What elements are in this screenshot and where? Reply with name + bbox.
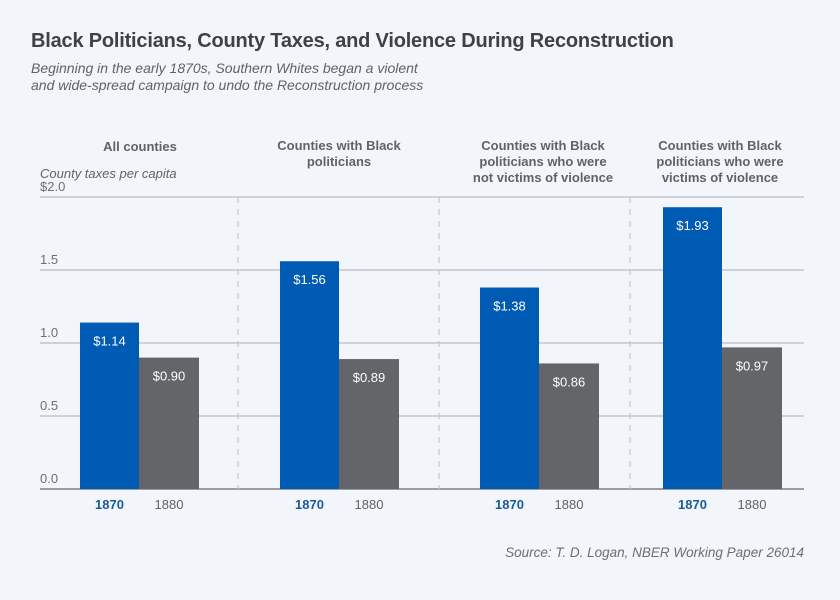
category-header-line: Counties with Black: [481, 138, 605, 153]
bar-1870: [280, 261, 339, 489]
category-header-line: politicians who were: [479, 154, 606, 169]
category-header-line: not victims of violence: [473, 170, 613, 185]
x-tick-label-1880: 1880: [555, 497, 584, 512]
x-tick-label-1870: 1870: [295, 497, 324, 512]
y-tick-label: 1.0: [40, 325, 58, 340]
bar-1880: [722, 347, 782, 489]
bar-1880: [339, 359, 399, 489]
bar-1870: [663, 207, 722, 489]
source-note: Source: T. D. Logan, NBER Working Paper …: [505, 545, 804, 560]
data-label-1870: $1.14: [93, 334, 126, 349]
subtitle-line-2: and wide-spread campaign to undo the Rec…: [31, 77, 424, 93]
category-header-line: victims of violence: [662, 170, 778, 185]
bar-1880: [539, 363, 599, 489]
y-axis-label: County taxes per capita: [40, 166, 177, 181]
subtitle-line-1: Beginning in the early 1870s, Southern W…: [31, 60, 418, 76]
bar-1880: [139, 357, 199, 489]
chart-title: Black Politicians, County Taxes, and Vio…: [31, 30, 674, 52]
chart-subtitle: Beginning in the early 1870s, Southern W…: [31, 60, 551, 94]
x-tick-label-1870: 1870: [95, 497, 124, 512]
category-header-line: politicians: [307, 154, 371, 169]
data-label-1880: $0.89: [353, 370, 386, 385]
x-tick-label-1880: 1880: [738, 497, 767, 512]
data-label-1870: $1.38: [493, 299, 526, 314]
x-tick-label-1880: 1880: [355, 497, 384, 512]
y-tick-label: $2.0: [40, 179, 65, 194]
bar-1870: [480, 287, 539, 489]
data-label-1880: $0.90: [153, 369, 186, 384]
data-label-1870: $1.93: [676, 218, 709, 233]
data-label-1880: $0.97: [736, 358, 769, 373]
category-header-line: All counties: [103, 139, 177, 154]
x-tick-label-1880: 1880: [155, 497, 184, 512]
y-tick-label: 1.5: [40, 252, 58, 267]
x-tick-label-1870: 1870: [495, 497, 524, 512]
y-tick-label: 0.0: [40, 471, 58, 486]
category-header-line: Counties with Black: [658, 138, 782, 153]
bar-1870: [80, 322, 139, 489]
data-label-1870: $1.56: [293, 272, 326, 287]
category-header-line: politicians who were: [656, 154, 783, 169]
category-header-line: Counties with Black: [277, 138, 401, 153]
x-tick-label-1870: 1870: [678, 497, 707, 512]
data-label-1880: $0.86: [553, 374, 586, 389]
y-tick-label: 0.5: [40, 398, 58, 413]
